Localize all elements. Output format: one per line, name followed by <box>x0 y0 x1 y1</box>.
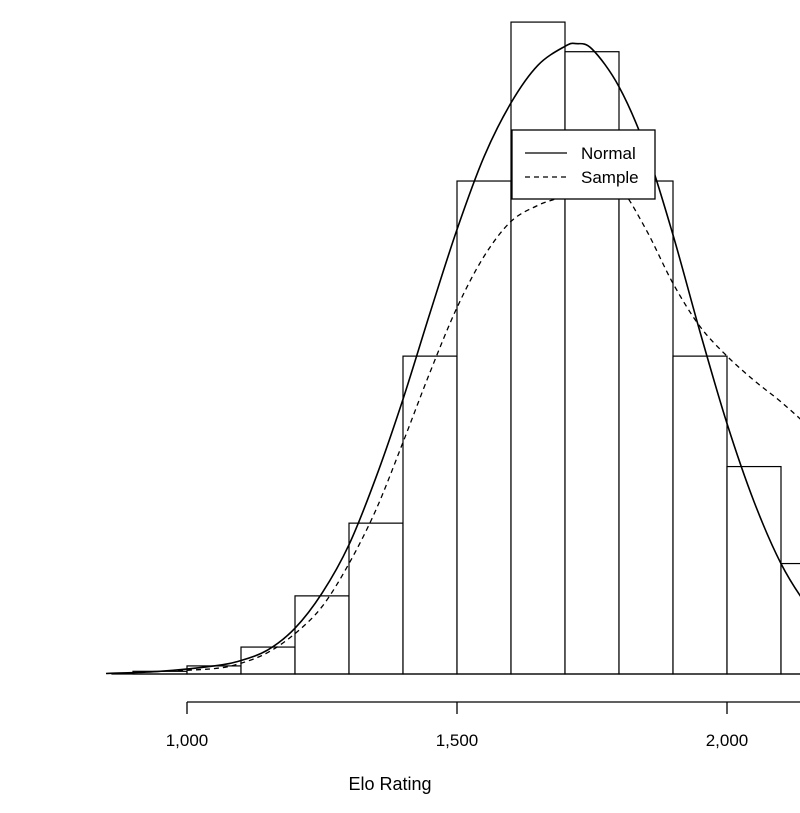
histogram-bars <box>132 21 800 675</box>
histogram-bar-2100 <box>780 562 800 675</box>
legend-label-sample: Sample <box>581 168 639 187</box>
density-curves <box>105 42 800 675</box>
legend-box <box>511 129 656 200</box>
histogram-bar-1800 <box>618 180 674 675</box>
x-tick-label-1500: 1,500 <box>436 731 479 750</box>
histogram-bar-1300 <box>348 522 404 675</box>
histogram-bar-1500 <box>456 180 512 675</box>
x-tick-label-2000: 2,000 <box>706 731 749 750</box>
series-line-normal <box>105 42 800 675</box>
histogram-bar-1900 <box>672 355 728 675</box>
legend: Normal Sample <box>511 129 656 200</box>
legend-label-normal: Normal <box>581 144 636 163</box>
histogram-bar-1000 <box>186 665 242 675</box>
histogram-bar-1400 <box>402 355 458 675</box>
x-tick-label-1000: 1,000 <box>166 731 209 750</box>
x-axis-title: Elo Rating <box>348 774 431 794</box>
histogram-bar-1600 <box>510 21 566 675</box>
histogram-bar-2000 <box>726 465 782 675</box>
